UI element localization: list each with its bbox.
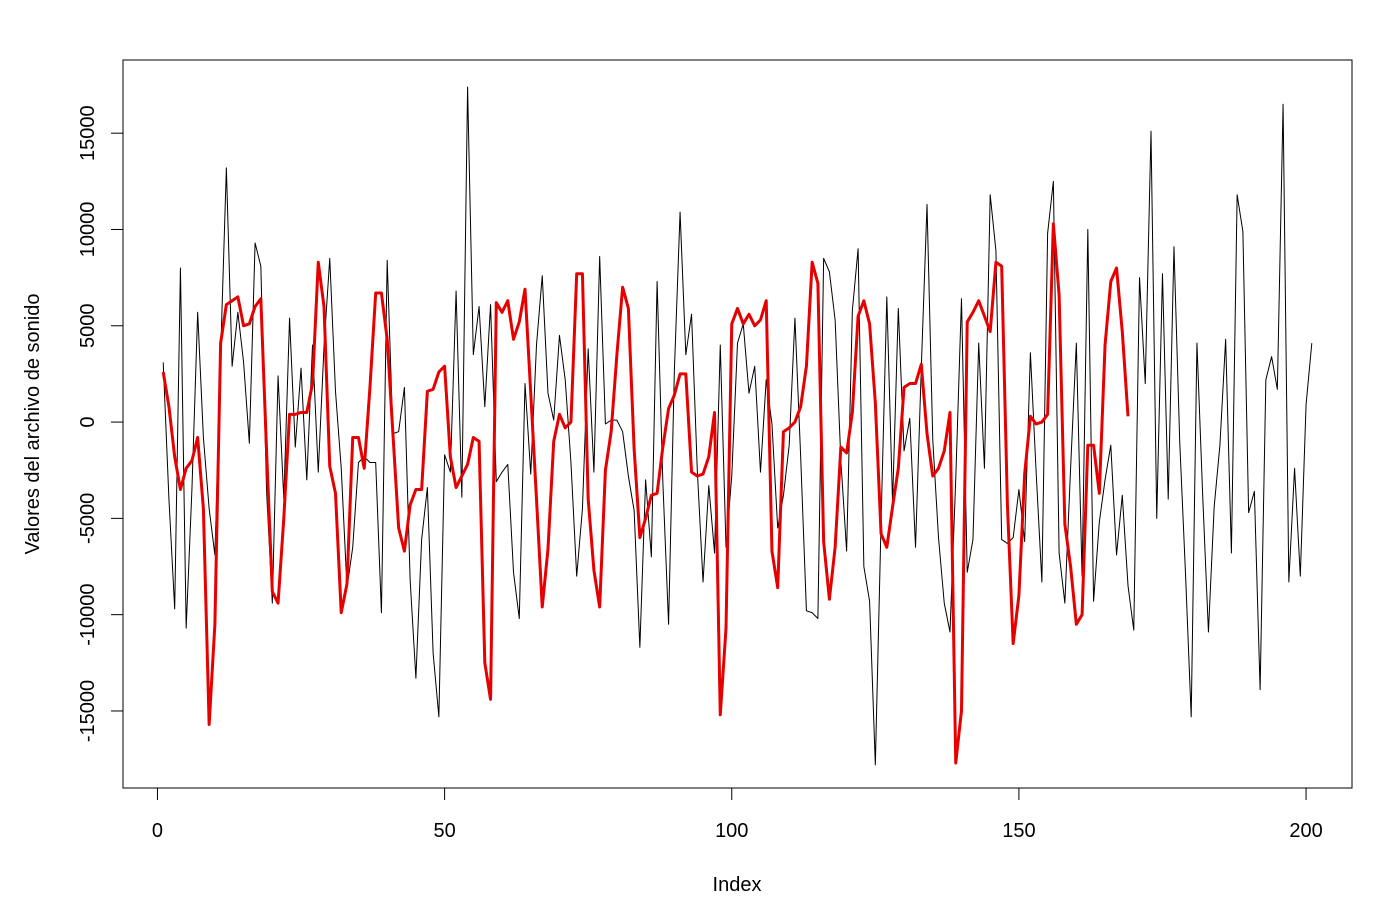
y-tick-label: 15000 bbox=[77, 105, 99, 161]
series-line-2 bbox=[161, 222, 1130, 765]
series-layer bbox=[161, 86, 1313, 766]
y-tick-label: 5000 bbox=[77, 304, 99, 349]
y-axis: -15000 -10000 -5000 0 5000 10000 15000 bbox=[77, 105, 124, 742]
plot-box bbox=[122, 59, 1353, 789]
y-axis-title: Valores del archivo de sonido bbox=[22, 294, 44, 555]
x-axis-title: Index bbox=[713, 874, 762, 896]
x-axis: 0 50 100 150 200 bbox=[152, 787, 1323, 842]
y-tick-label: 10000 bbox=[77, 202, 99, 258]
x-tick-label: 0 bbox=[152, 820, 163, 842]
x-tick-label: 150 bbox=[1002, 820, 1035, 842]
series-line-1 bbox=[162, 86, 1313, 766]
y-tick-label: 0 bbox=[77, 417, 99, 428]
y-tick-label: -5000 bbox=[77, 493, 99, 544]
x-tick-label: 50 bbox=[433, 820, 455, 842]
y-tick-label: -15000 bbox=[77, 680, 99, 742]
x-tick-label: 200 bbox=[1289, 820, 1322, 842]
x-tick-label: 100 bbox=[715, 820, 748, 842]
y-tick-label: -10000 bbox=[77, 584, 99, 646]
